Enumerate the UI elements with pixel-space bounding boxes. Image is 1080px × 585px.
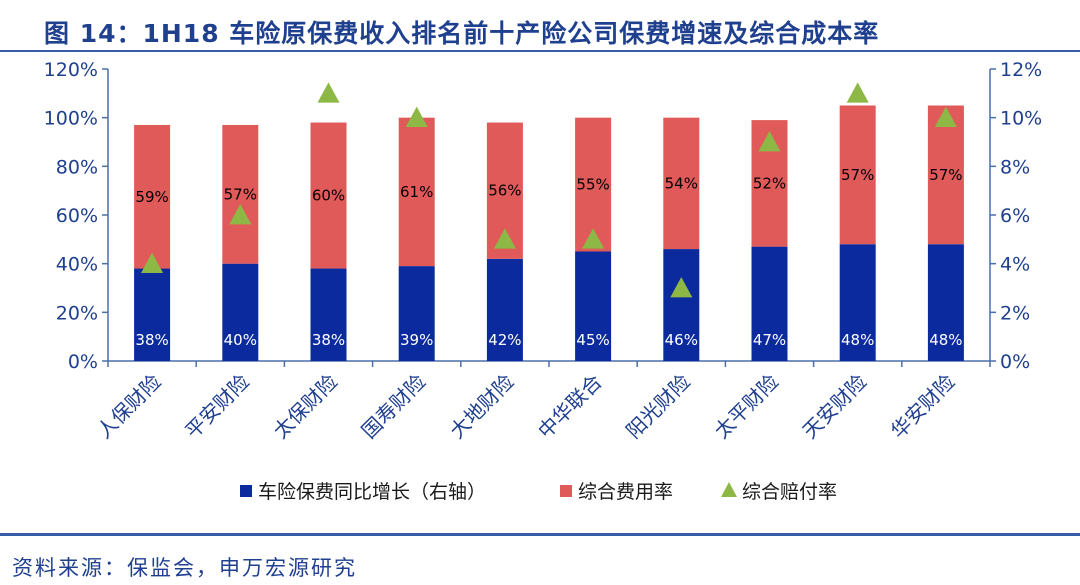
bar-growth-label: 48%	[841, 331, 874, 349]
loss-ratio-marker	[758, 131, 781, 152]
bar-expense-ratio	[398, 117, 435, 267]
legend-label-loss: 综合赔付率	[742, 481, 837, 503]
loss-ratio-marker	[405, 106, 428, 128]
bar-expense-label: 55%	[576, 176, 609, 194]
right-tick-label: 4%	[1000, 254, 1030, 276]
category-label: 人保财险	[92, 370, 166, 444]
loss-ratio-marker	[934, 106, 957, 128]
bar-growth-label: 38%	[135, 331, 168, 349]
right-tick-label: 12%	[1000, 59, 1042, 81]
right-tick-label: 8%	[1000, 156, 1030, 178]
bar-growth	[751, 246, 788, 361]
bar-expense-label: 57%	[841, 166, 874, 184]
bar-expense-ratio	[134, 124, 171, 269]
title-underline	[0, 50, 1080, 52]
bar-growth	[310, 268, 347, 361]
bar-growth-label: 45%	[576, 331, 609, 349]
category-label: 中华联合	[533, 370, 607, 444]
bar-growth-label: 40%	[224, 331, 257, 349]
left-tick-label: 40%	[56, 254, 98, 276]
left-tick-label: 60%	[56, 205, 98, 227]
right-tick-label: 10%	[1000, 108, 1042, 130]
bar-expense-label: 54%	[665, 174, 698, 192]
bar-growth-label: 48%	[929, 331, 962, 349]
bar-growth-label: 46%	[665, 331, 698, 349]
bar-expense-label: 59%	[135, 188, 168, 206]
bar-expense-ratio	[663, 117, 700, 250]
left-tick-label: 20%	[56, 302, 98, 324]
category-label: 华安财险	[886, 370, 960, 444]
bar-growth-label: 47%	[753, 331, 786, 349]
bar-expense-label: 52%	[753, 174, 786, 192]
bar-expense-label: 57%	[224, 185, 257, 203]
category-label: 太保财险	[268, 370, 342, 444]
source-note: 资料来源：保监会，申万宏源研究	[12, 556, 357, 580]
bar-growth-label: 39%	[400, 331, 433, 349]
legend-swatch-loss	[721, 482, 737, 497]
footer-rule	[0, 533, 1080, 536]
right-tick-label: 6%	[1000, 205, 1030, 227]
left-tick-label: 120%	[44, 59, 98, 81]
bar-expense-ratio	[839, 105, 876, 245]
loss-ratio-marker	[493, 228, 516, 249]
left-tick-label: 80%	[56, 156, 98, 178]
right-tick-label: 0%	[1000, 351, 1030, 373]
loss-ratio-marker	[582, 228, 605, 249]
legend-swatch-expense	[560, 485, 572, 497]
bar-growth	[486, 258, 523, 361]
category-label: 大地财险	[445, 370, 519, 444]
category-label: 阳光财险	[621, 370, 695, 444]
category-label: 平安财险	[180, 370, 254, 444]
bar-growth	[222, 263, 259, 361]
category-label: 太平财险	[709, 370, 783, 444]
bar-expense-label: 60%	[312, 187, 345, 205]
left-tick-label: 0%	[68, 351, 98, 373]
bar-growth	[398, 266, 435, 361]
bar-growth	[663, 249, 700, 361]
legend-label-growth: 车险保费同比增长（右轴）	[258, 481, 486, 503]
bar-growth	[839, 244, 876, 361]
bar-growth	[134, 268, 171, 361]
loss-ratio-marker	[670, 277, 693, 298]
left-tick-label: 100%	[44, 108, 98, 130]
bar-expense-label: 57%	[929, 166, 962, 184]
legend-label-expense: 综合费用率	[578, 481, 673, 503]
bar-expense-label: 56%	[488, 182, 521, 200]
category-label: 天安财险	[798, 370, 872, 444]
bar-expense-label: 61%	[400, 183, 433, 201]
legend-swatch-growth	[240, 485, 252, 497]
category-label: 国寿财险	[357, 370, 431, 444]
bar-growth	[927, 244, 964, 361]
chart-title: 图 14：1H18 车险原保费收入排名前十产险公司保费增速及综合成本率	[44, 19, 880, 48]
bar-growth-label: 42%	[488, 331, 521, 349]
chart: 0% 20% 40% 60% 80% 100% 120% 0% 2% 4% 6% 8% 10% 12% 38…	[44, 59, 1043, 503]
right-tick-label: 2%	[1000, 302, 1030, 324]
loss-ratio-marker	[317, 82, 340, 103]
loss-ratio-marker	[141, 252, 164, 274]
loss-ratio-marker	[229, 204, 252, 225]
bar-expense-ratio	[927, 105, 964, 245]
bar-growth	[575, 251, 612, 361]
bar-growth-label: 38%	[312, 331, 345, 349]
loss-ratio-marker	[846, 82, 869, 103]
bar-expense-ratio	[222, 124, 259, 264]
bar-expense-ratio	[310, 122, 347, 269]
